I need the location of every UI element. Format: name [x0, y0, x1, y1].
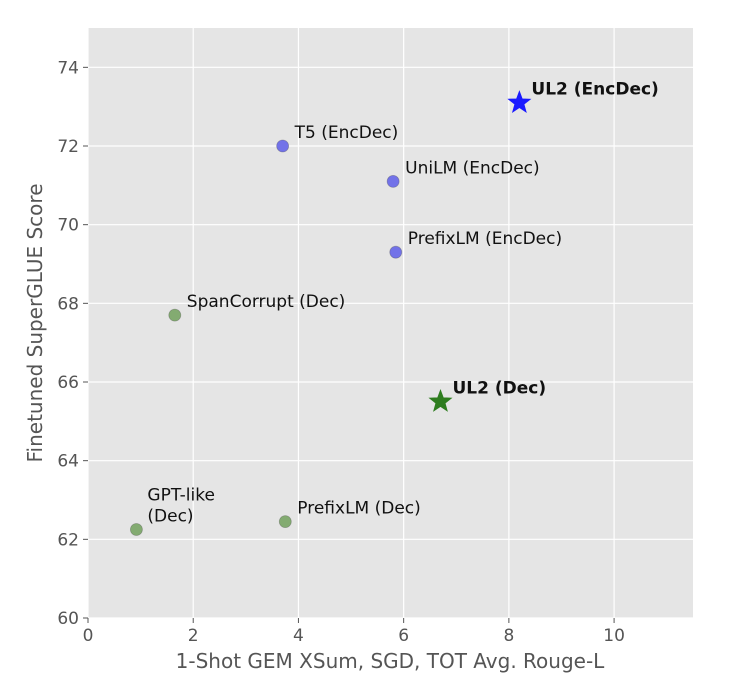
y-tick-label: 62 [57, 530, 79, 550]
y-axis-label: Finetuned SuperGLUE Score [23, 183, 47, 462]
data-point [168, 308, 182, 322]
y-tick-label: 70 [57, 216, 79, 236]
x-tick-label: 6 [398, 626, 409, 646]
x-tick-label: 0 [83, 626, 94, 646]
data-point [386, 174, 400, 188]
plot-area [88, 28, 693, 618]
x-tick-label: 4 [293, 626, 304, 646]
y-tick-label: 60 [57, 609, 79, 629]
x-tick-label: 2 [188, 626, 199, 646]
y-tick-label: 68 [57, 294, 79, 314]
y-tick-label: 72 [57, 137, 79, 157]
data-point-label: SpanCorrupt (Dec) [187, 292, 346, 312]
data-points: T5 (EncDec) UniLM (EncDec) PrefixLM (EncDe… [129, 80, 659, 536]
x-axis-label: 1-Shot GEM XSum, SGD, TOT Avg. Rouge-L [176, 649, 605, 673]
data-point-label: PrefixLM (Dec) [297, 499, 421, 519]
y-tick-label: 66 [57, 373, 79, 393]
data-point-label: UL2 (EncDec) [531, 80, 658, 100]
data-point [278, 515, 292, 529]
data-point-label: T5 (EncDec) [294, 123, 399, 143]
grid [87, 28, 693, 619]
data-point-label: PrefixLM (EncDec) [408, 229, 562, 249]
data-point [129, 523, 143, 536]
data-point-label: UL2 (Dec) [452, 379, 546, 399]
x-tick-label: 8 [503, 626, 514, 646]
data-point [389, 245, 403, 259]
data-point-star [507, 90, 532, 113]
y-tick-label: 74 [57, 58, 79, 78]
y-tick-label: 64 [57, 452, 79, 472]
x-tick-label: 10 [603, 626, 625, 646]
data-point [276, 139, 290, 153]
data-point-star [428, 389, 453, 412]
data-point-label: GPT-like (Dec) [147, 486, 215, 527]
data-point-label: UniLM (EncDec) [405, 158, 540, 178]
